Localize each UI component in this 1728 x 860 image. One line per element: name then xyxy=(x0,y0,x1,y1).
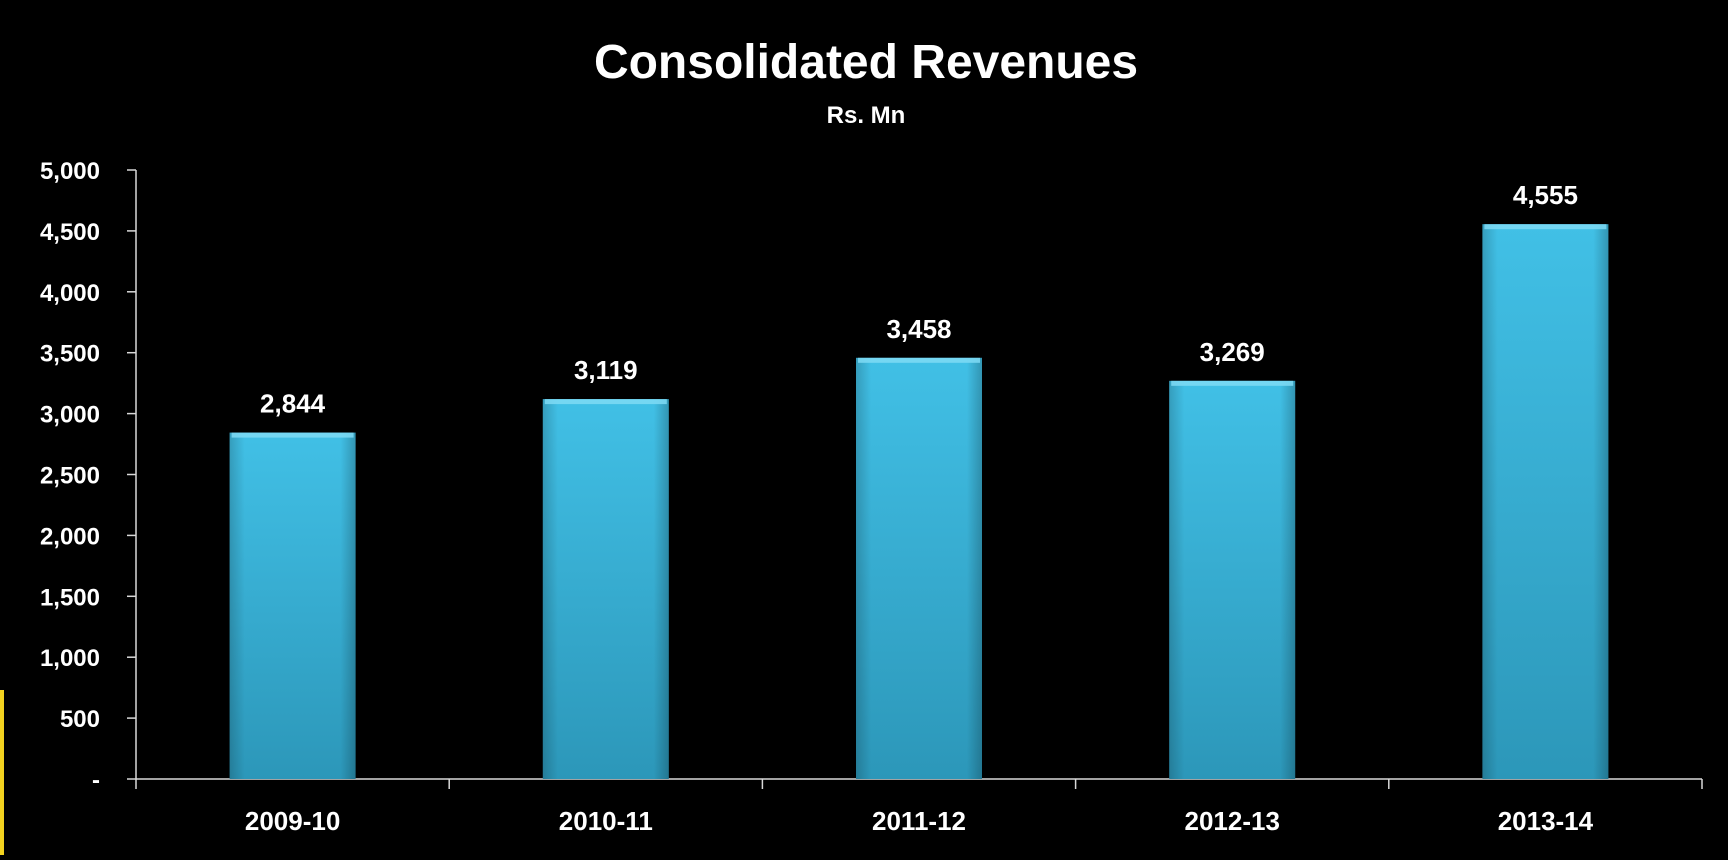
bar-highlight xyxy=(858,357,980,363)
bar-group: 3,119 xyxy=(542,355,669,779)
y-tick-label: 4,000 xyxy=(40,280,100,307)
bar-shading xyxy=(1482,224,1609,780)
bar-shading xyxy=(856,357,982,779)
y-tick-label: - xyxy=(92,767,100,794)
bar-group: 3,269 xyxy=(1169,337,1296,779)
chart-subtitle: Rs. Mn xyxy=(827,102,906,129)
y-tick-label: 3,500 xyxy=(40,341,100,368)
data-label: 3,119 xyxy=(574,355,638,385)
bar-highlight xyxy=(1484,224,1607,230)
bar-shading xyxy=(1169,380,1296,779)
data-label: 2,844 xyxy=(260,389,326,419)
y-tick-label: 4,500 xyxy=(40,219,100,246)
bar-group: 2,844 xyxy=(229,389,356,779)
x-tick-label: 2009-10 xyxy=(245,806,340,836)
bar-shading xyxy=(229,432,356,779)
data-label: 3,269 xyxy=(1200,337,1265,367)
bar-highlight xyxy=(1171,380,1294,386)
x-tick-label: 2013-14 xyxy=(1498,806,1594,836)
y-axis: - 500 1,000 1,500 2,000 2,500 3,000 3,500 4,000 4… xyxy=(40,158,137,794)
bar-group: 3,458 xyxy=(856,314,982,779)
bar-highlight xyxy=(231,432,354,438)
bar-group: 4,555 xyxy=(1482,180,1609,780)
left-edge-accent xyxy=(0,690,4,855)
data-label: 4,555 xyxy=(1513,180,1578,210)
data-label: 3,458 xyxy=(886,314,951,344)
y-tick-label: 500 xyxy=(60,706,100,733)
chart-title: Consolidated Revenues xyxy=(594,36,1138,89)
y-tick-label: 2,500 xyxy=(40,463,100,490)
bars: 2,844 3,119 3,458 3,269 4,555 xyxy=(229,180,1609,780)
y-tick-label: 1,000 xyxy=(40,645,100,672)
bar-shading xyxy=(542,399,669,779)
bar-highlight xyxy=(544,399,667,405)
x-tick-label: 2012-13 xyxy=(1184,806,1279,836)
x-tick-label: 2010-11 xyxy=(559,806,653,836)
x-axis: 2009-10 2010-11 2011-12 2012-13 2013-14 xyxy=(135,778,1703,836)
y-tick-label: 2,000 xyxy=(40,523,100,550)
y-tick-label: 3,000 xyxy=(40,402,100,429)
y-tick-label: 5,000 xyxy=(40,158,100,185)
y-tick-label: 1,500 xyxy=(40,584,100,611)
x-tick-label: 2011-12 xyxy=(872,806,966,836)
